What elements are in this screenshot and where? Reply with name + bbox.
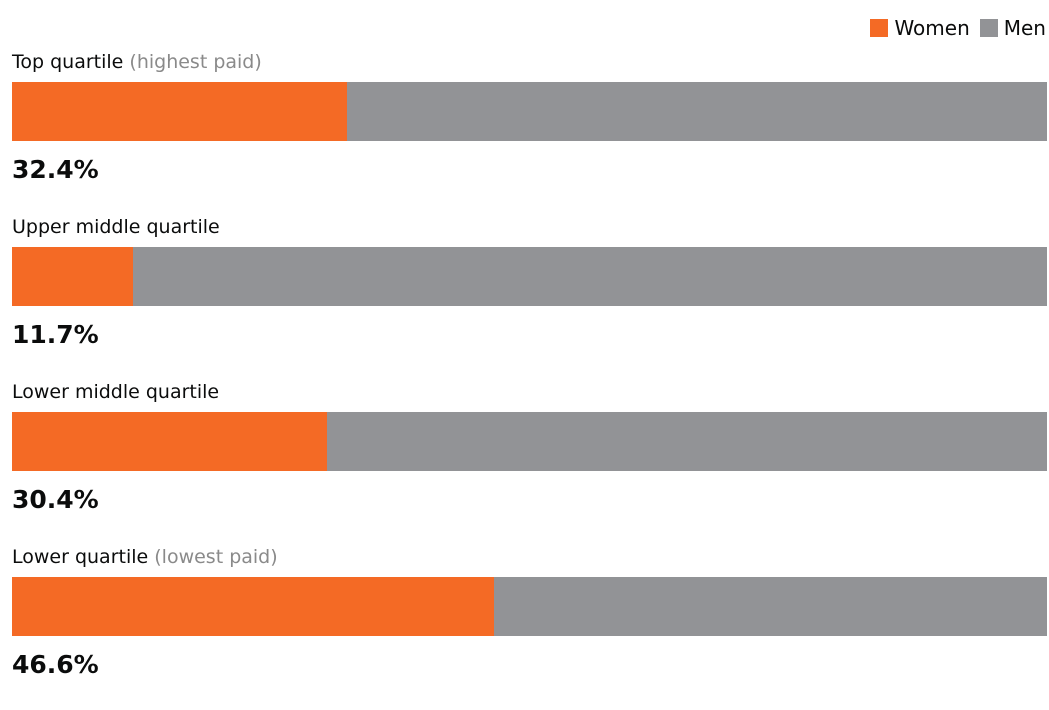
stacked-bar <box>12 412 1047 471</box>
bar-segment-women <box>12 412 327 471</box>
quartile-row: Top quartile (highest paid) 32.4% <box>12 50 1047 215</box>
quartile-label: Lower middle quartile <box>12 380 1047 412</box>
quartile-bar-chart: Top quartile (highest paid) 32.4% Upper … <box>12 50 1047 710</box>
quartile-row: Upper middle quartile 11.7% <box>12 215 1047 380</box>
bar-segment-women <box>12 247 134 306</box>
legend-label-women: Women <box>894 16 970 40</box>
quartile-row: Lower middle quartile 30.4% <box>12 380 1047 545</box>
legend-swatch-women <box>870 19 889 37</box>
legend-item-women: Women <box>870 16 970 40</box>
women-percentage-label: 46.6% <box>12 650 99 679</box>
quartile-note: (highest paid) <box>129 51 262 73</box>
quartile-name: Upper middle quartile <box>12 216 220 238</box>
quartile-label: Lower quartile (lowest paid) <box>12 545 1047 577</box>
legend-swatch-men <box>979 19 998 37</box>
legend-label-men: Men <box>1003 16 1046 40</box>
bar-segment-men <box>494 577 1047 636</box>
quartile-row: Lower quartile (lowest paid) 46.6% <box>12 545 1047 710</box>
stacked-bar <box>12 577 1047 636</box>
bar-segment-women <box>12 82 348 141</box>
stacked-bar <box>12 82 1047 141</box>
quartile-name: Lower middle quartile <box>12 381 220 403</box>
quartile-note: (lowest paid) <box>154 546 278 568</box>
bar-segment-men <box>133 247 1047 306</box>
women-percentage-label: 32.4% <box>12 155 99 184</box>
quartile-label: Top quartile (highest paid) <box>12 50 1047 82</box>
bar-segment-men <box>347 82 1047 141</box>
legend-item-men: Men <box>979 16 1046 40</box>
quartile-name: Lower quartile <box>12 546 149 568</box>
women-percentage-label: 30.4% <box>12 485 99 514</box>
stacked-bar <box>12 247 1047 306</box>
quartile-label: Upper middle quartile <box>12 215 1047 247</box>
chart-legend: Women Men <box>860 16 1046 40</box>
women-percentage-label: 11.7% <box>12 320 99 349</box>
quartile-name: Top quartile <box>12 51 124 73</box>
bar-segment-women <box>12 577 495 636</box>
bar-segment-men <box>326 412 1047 471</box>
